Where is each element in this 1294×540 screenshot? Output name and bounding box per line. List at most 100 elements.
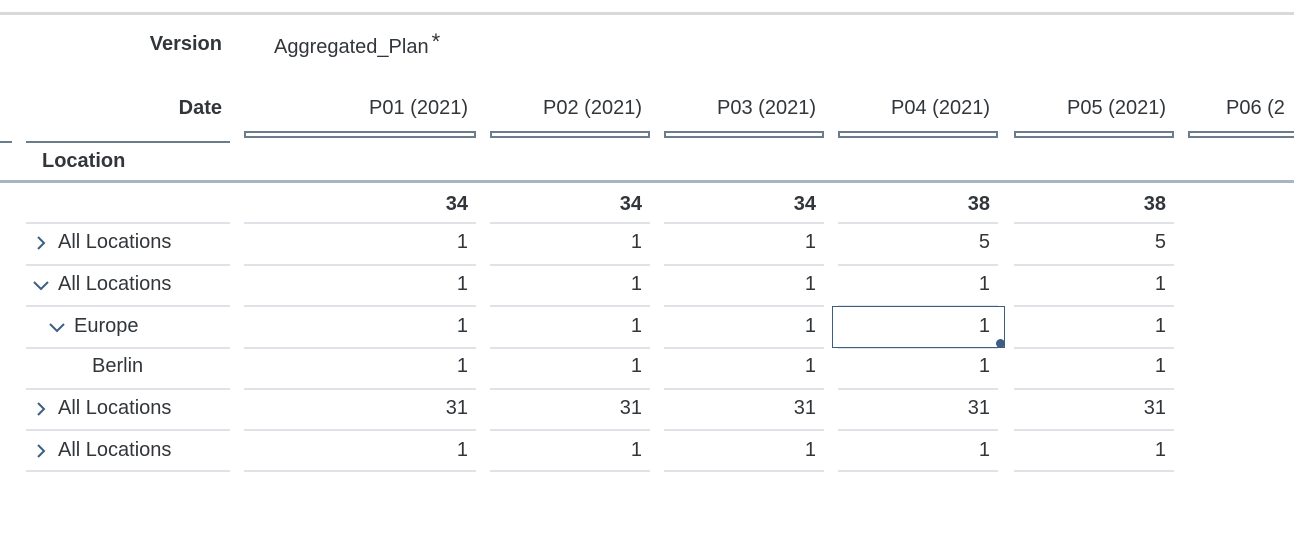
column-header-p05[interactable]: P05 (2021) [1067, 97, 1166, 119]
selected-cell-frame[interactable] [832, 306, 1005, 348]
column-header-bar [838, 131, 998, 138]
chevron-right-icon[interactable] [32, 442, 50, 460]
row-label[interactable]: All Locations [32, 231, 171, 254]
column-header-bar [1188, 131, 1294, 138]
table-cell[interactable]: 1 [456, 273, 468, 295]
row-divider [490, 222, 650, 224]
row-label[interactable]: Europe [48, 315, 139, 338]
column-header-p06[interactable]: P06 (2 [1226, 97, 1285, 119]
total-cell[interactable]: 38 [1143, 193, 1166, 215]
row-divider [664, 305, 824, 307]
row-divider [26, 305, 230, 307]
column-header-bar [490, 131, 650, 138]
table-cell[interactable]: 31 [967, 397, 990, 419]
table-cell[interactable]: 5 [1154, 231, 1166, 253]
row-divider [838, 222, 998, 224]
header-separator [0, 180, 1294, 183]
table-cell[interactable]: 31 [793, 397, 816, 419]
row-divider [244, 429, 476, 431]
table-cell[interactable]: 1 [630, 315, 642, 337]
column-header-p04[interactable]: P04 (2021) [891, 97, 990, 119]
row-label[interactable]: All Locations [32, 439, 171, 462]
table-cell[interactable]: 1 [1154, 439, 1166, 461]
table-cell[interactable]: 1 [978, 273, 990, 295]
row-divider [244, 347, 476, 349]
version-name: Aggregated_Plan [274, 36, 429, 58]
row-divider [244, 388, 476, 390]
chevron-down-icon[interactable] [48, 318, 66, 336]
total-cell[interactable]: 34 [793, 193, 816, 215]
row-divider [26, 470, 230, 472]
row-label-text: All Locations [58, 439, 172, 461]
table-cell[interactable]: 1 [456, 439, 468, 461]
row-divider [664, 347, 824, 349]
top-divider [0, 12, 1294, 15]
row-divider [490, 429, 650, 431]
table-cell[interactable]: 1 [804, 273, 816, 295]
divider [0, 141, 12, 143]
table-cell[interactable]: 1 [456, 231, 468, 253]
row-divider [1014, 470, 1174, 472]
row-divider [1014, 305, 1174, 307]
row-divider [664, 222, 824, 224]
row-divider [26, 388, 230, 390]
row-divider [664, 388, 824, 390]
table-cell[interactable]: 5 [978, 231, 990, 253]
chevron-right-icon[interactable] [32, 400, 50, 418]
table-cell[interactable]: 1 [804, 315, 816, 337]
table-cell[interactable]: 31 [619, 397, 642, 419]
row-divider [490, 347, 650, 349]
table-cell[interactable]: 1 [456, 315, 468, 337]
table-cell[interactable]: 1 [630, 273, 642, 295]
column-header-p03[interactable]: P03 (2021) [717, 97, 816, 119]
row-label-text: All Locations [58, 397, 172, 419]
total-cell[interactable]: 38 [967, 193, 990, 215]
row-label-text: All Locations [58, 273, 172, 295]
fill-handle[interactable] [996, 339, 1005, 348]
total-cell[interactable]: 34 [619, 193, 642, 215]
table-cell[interactable]: 1 [456, 355, 468, 377]
row-divider [490, 305, 650, 307]
row-divider [244, 222, 476, 224]
chevron-down-icon[interactable] [32, 276, 50, 294]
table-cell[interactable]: 1 [978, 439, 990, 461]
location-dimension-header[interactable]: Location [42, 150, 126, 172]
row-divider [26, 222, 230, 224]
table-cell[interactable]: 1 [630, 231, 642, 253]
table-cell[interactable]: 1 [804, 355, 816, 377]
row-divider [26, 347, 230, 349]
table-cell[interactable]: 1 [630, 439, 642, 461]
table-cell[interactable]: 1 [1154, 355, 1166, 377]
column-header-p02[interactable]: P02 (2021) [543, 97, 642, 119]
table-cell[interactable]: 1 [978, 315, 990, 337]
row-label-text: Berlin [92, 355, 144, 377]
table-cell[interactable]: 31 [445, 397, 468, 419]
table-cell[interactable]: 1 [804, 231, 816, 253]
divider [26, 141, 230, 143]
table-cell[interactable]: 31 [1143, 397, 1166, 419]
row-divider [838, 388, 998, 390]
total-cell[interactable]: 34 [445, 193, 468, 215]
table-cell[interactable]: 1 [1154, 315, 1166, 337]
chevron-right-icon[interactable] [32, 234, 50, 252]
version-dimension-label: Version [149, 33, 222, 55]
table-cell[interactable]: 1 [1154, 273, 1166, 295]
column-header-bar [1014, 131, 1174, 138]
row-label-text: Europe [74, 315, 139, 337]
row-divider [490, 470, 650, 472]
unsaved-mark: * [431, 29, 441, 54]
row-divider [26, 429, 230, 431]
row-divider [838, 264, 998, 266]
row-divider [490, 388, 650, 390]
row-label[interactable]: All Locations [32, 397, 171, 420]
row-label[interactable]: All Locations [32, 273, 171, 296]
row-divider [244, 470, 476, 472]
table-cell[interactable]: 1 [630, 355, 642, 377]
table-cell[interactable]: 1 [978, 355, 990, 377]
version-value[interactable]: Aggregated_Plan * [274, 29, 440, 59]
table-cell[interactable]: 1 [804, 439, 816, 461]
row-divider [244, 305, 476, 307]
column-header-bar [244, 131, 476, 138]
column-header-p01[interactable]: P01 (2021) [369, 97, 468, 119]
row-label[interactable]: Berlin [92, 355, 143, 378]
